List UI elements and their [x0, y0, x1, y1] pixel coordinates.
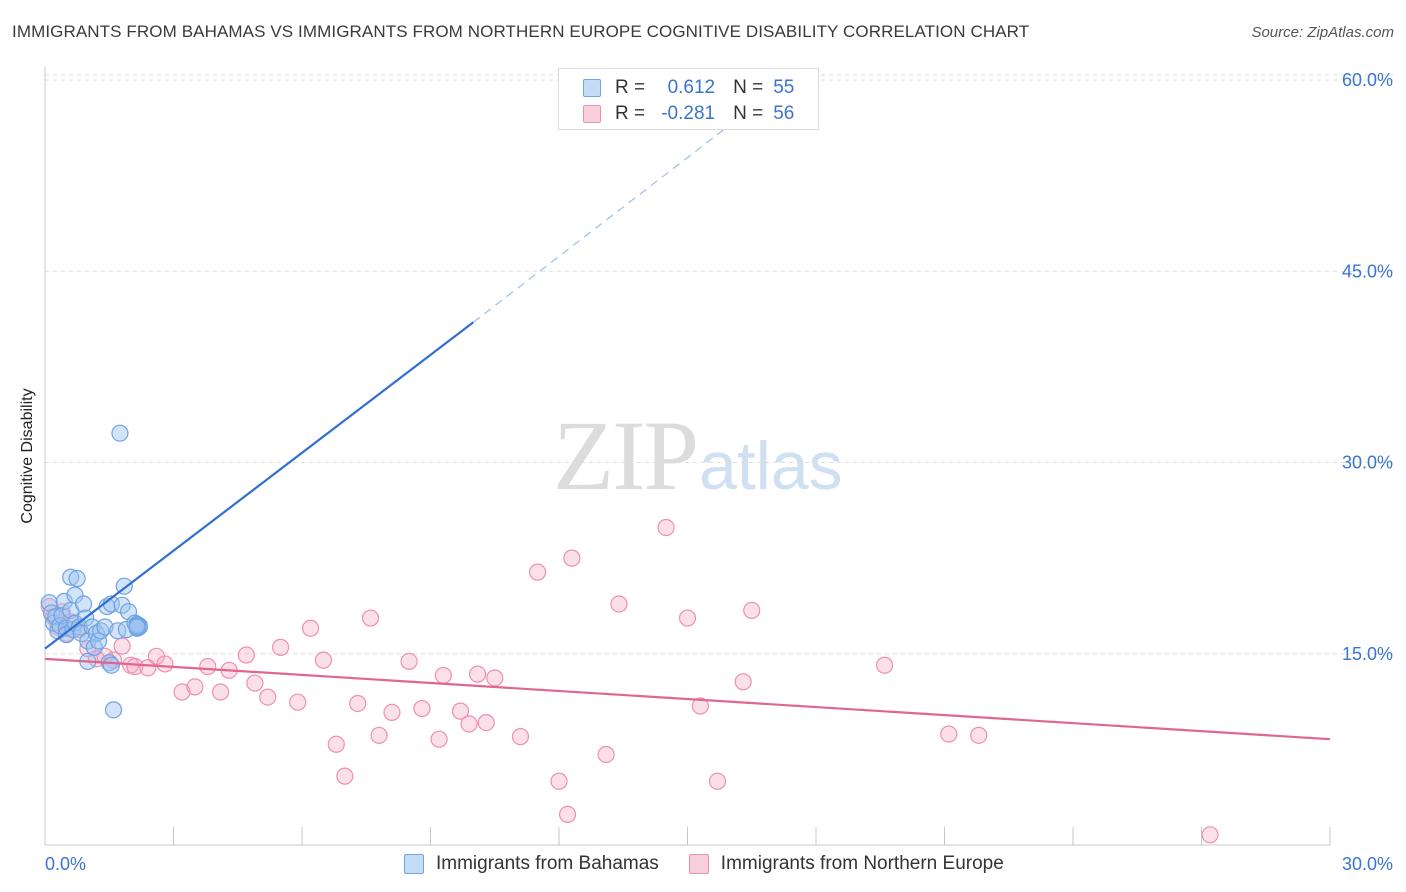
bahamas-point	[113, 596, 131, 614]
bahamas-point	[55, 592, 73, 611]
northern-europe-point	[477, 713, 495, 732]
bahamas-point	[57, 619, 76, 637]
legend-r-label: R =	[615, 77, 646, 98]
y-tick-label: 60.0%	[1342, 70, 1393, 90]
northern-europe-point	[246, 674, 264, 692]
northern-europe-point	[113, 637, 131, 655]
legend-swatch-blue	[583, 79, 601, 97]
legend-swatch-blue	[404, 854, 424, 874]
bahamas-point	[104, 701, 123, 719]
series-legend: Immigrants from Bahamas Immigrants from …	[404, 852, 1034, 876]
northern-europe-point	[563, 549, 581, 567]
northern-europe-point	[558, 805, 577, 824]
northern-europe-point	[139, 659, 157, 677]
northern-europe-point	[434, 666, 452, 685]
legend-n-value: 55	[773, 77, 795, 98]
northern-europe-point	[40, 597, 58, 616]
northern-europe-point	[383, 703, 401, 722]
northern-europe-point	[970, 726, 988, 744]
bahamas-point	[62, 568, 80, 586]
northern-europe-point	[271, 638, 290, 656]
northern-europe-point	[156, 655, 174, 673]
northern-europe-point	[413, 699, 431, 718]
bahamas-point	[47, 608, 65, 626]
legend-n-value: 56	[773, 103, 795, 124]
northern-europe-point	[212, 683, 230, 701]
legend-r-label: R =	[615, 103, 646, 124]
legend-item-bahamas: Immigrants from Bahamas	[404, 853, 659, 875]
northern-europe-point	[734, 673, 752, 691]
legend-label: Immigrants from Bahamas	[436, 853, 659, 874]
northern-europe-point	[743, 601, 761, 620]
northern-europe-point	[349, 694, 367, 713]
bahamas-point	[74, 595, 93, 613]
chart-title: IMMIGRANTS FROM BAHAMAS VS IMMIGRANTS FR…	[12, 22, 1030, 41]
legend-n-label: N =	[733, 103, 764, 124]
northern-europe-point	[259, 688, 277, 706]
northern-europe-point	[597, 745, 615, 764]
y-tick-label: 45.0%	[1342, 261, 1393, 281]
northern-europe-point	[486, 669, 504, 687]
northern-europe-point	[186, 678, 204, 696]
correlation-legend: R = 0.612 N = 55 R = -0.281 N = 56	[558, 68, 819, 130]
northern-europe-point	[469, 665, 487, 683]
bahamas-point	[40, 594, 58, 612]
northern-europe-point	[126, 657, 144, 676]
x-tick-label: 0.0%	[45, 854, 86, 874]
legend-swatch-pink	[583, 105, 601, 123]
northern-europe-point	[460, 715, 478, 733]
northern-europe-point	[528, 563, 547, 581]
legend-r-value: 0.612	[667, 77, 716, 98]
legend-n-label: N =	[733, 77, 764, 98]
bahamas-point	[128, 618, 146, 636]
northern-europe-point	[451, 702, 470, 720]
northern-europe-point	[400, 652, 418, 671]
source-label: Source: ZipAtlas.com	[1251, 24, 1394, 41]
northern-europe-point	[289, 693, 307, 711]
northern-europe-trendline	[44, 657, 1331, 741]
northern-europe-point	[657, 518, 675, 537]
bahamas-point	[109, 622, 127, 640]
northern-europe-point	[691, 697, 709, 715]
northern-europe-point	[301, 619, 320, 637]
northern-europe-point	[173, 683, 191, 701]
northern-europe-point	[370, 726, 388, 744]
northern-europe-point	[430, 730, 448, 748]
northern-europe-point	[708, 772, 727, 790]
legend-row-northern-europe: R = -0.281 N = 56	[583, 103, 794, 125]
northern-europe-point	[361, 609, 380, 627]
legend-swatch-pink	[688, 854, 709, 874]
northern-europe-point	[336, 767, 354, 785]
bahamas-point	[89, 632, 108, 650]
y-tick-label: 15.0%	[1342, 644, 1393, 664]
northern-europe-point	[327, 735, 345, 753]
northern-europe-point	[314, 651, 333, 669]
bahamas-point	[111, 424, 129, 442]
bahamas-point	[66, 586, 84, 604]
bahamas-point	[53, 606, 71, 625]
legend-item-northern-europe: Immigrants from Northern Europe	[688, 853, 1004, 875]
northern-europe-point	[940, 725, 958, 743]
northern-europe-point	[875, 656, 894, 674]
bahamas-point	[102, 656, 120, 674]
bahamas-trendline	[44, 321, 475, 650]
northern-europe-point	[237, 646, 255, 664]
northern-europe-point	[199, 657, 217, 676]
northern-europe-point	[610, 595, 628, 613]
northern-europe-point	[678, 609, 697, 627]
legend-label: Immigrants from Northern Europe	[720, 853, 1004, 874]
legend-row-bahamas: R = 0.612 N = 55	[583, 77, 794, 99]
legend-r-value: -0.281	[661, 103, 716, 124]
northern-europe-point	[1201, 826, 1219, 844]
bahamas-point	[68, 569, 86, 588]
x-tick-label: 30.0%	[1342, 854, 1393, 874]
bahamas-trendline-extension	[472, 124, 731, 323]
northern-europe-point	[550, 772, 568, 790]
northern-europe-point	[511, 728, 530, 746]
y-tick-label: 30.0%	[1342, 453, 1393, 473]
bahamas-point	[70, 618, 88, 636]
bahamas-point	[96, 618, 114, 636]
